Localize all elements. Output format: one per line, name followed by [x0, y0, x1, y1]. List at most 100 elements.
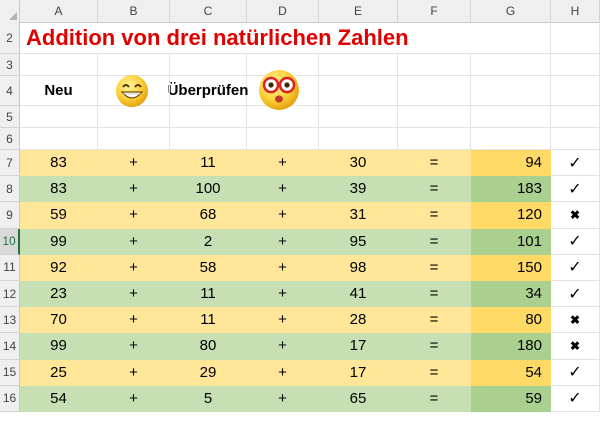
second-addend-cell[interactable]: 29 — [170, 359, 247, 386]
cell[interactable] — [247, 70, 319, 110]
cell[interactable] — [398, 106, 471, 128]
result-mark-icon[interactable]: ✓ — [551, 359, 600, 386]
plus-sign-cell[interactable]: + — [98, 150, 170, 177]
plus-sign-cell[interactable]: + — [98, 176, 170, 203]
cell[interactable] — [98, 106, 170, 128]
row-header[interactable]: 15 — [0, 359, 20, 386]
result-cell[interactable]: 120 — [471, 202, 551, 229]
cell[interactable] — [170, 128, 247, 150]
cell[interactable] — [319, 106, 398, 128]
first-addend-cell[interactable]: 83 — [20, 150, 98, 177]
plus-sign-cell[interactable]: + — [98, 228, 170, 255]
cell[interactable] — [319, 76, 398, 106]
second-addend-cell[interactable]: 68 — [170, 202, 247, 229]
row-header[interactable]: 10 — [0, 228, 20, 255]
third-addend-cell[interactable]: 31 — [319, 202, 398, 229]
row-header[interactable]: 6 — [0, 128, 20, 150]
plus-sign-cell[interactable]: + — [98, 385, 170, 412]
result-mark-icon[interactable]: ✓ — [551, 280, 600, 308]
plus-sign-cell[interactable]: + — [98, 333, 170, 360]
first-addend-cell[interactable]: 23 — [20, 280, 98, 308]
second-addend-cell[interactable]: 11 — [170, 280, 247, 308]
cell[interactable] — [20, 128, 98, 150]
third-addend-cell[interactable]: 28 — [319, 307, 398, 334]
row-header[interactable]: 13 — [0, 307, 20, 334]
plus-sign-cell[interactable]: + — [247, 280, 319, 308]
second-addend-cell[interactable]: 80 — [170, 333, 247, 360]
cell[interactable] — [398, 54, 471, 76]
equals-sign-cell[interactable]: = — [398, 202, 471, 229]
grinning-face-icon[interactable] — [114, 73, 150, 109]
plus-sign-cell[interactable]: + — [98, 359, 170, 386]
cell[interactable] — [247, 106, 319, 128]
cell[interactable] — [551, 54, 600, 76]
row-header[interactable]: 14 — [0, 333, 20, 360]
result-cell[interactable]: 183 — [471, 176, 551, 203]
cell[interactable] — [20, 54, 98, 76]
cell[interactable] — [471, 54, 551, 76]
plus-sign-cell[interactable]: + — [247, 150, 319, 177]
result-cell[interactable]: 150 — [471, 254, 551, 281]
third-addend-cell[interactable]: 41 — [319, 280, 398, 308]
cell[interactable] — [398, 76, 471, 106]
equals-sign-cell[interactable]: = — [398, 333, 471, 360]
third-addend-cell[interactable]: 17 — [319, 333, 398, 360]
cell[interactable] — [319, 54, 398, 76]
equals-sign-cell[interactable]: = — [398, 385, 471, 412]
equals-sign-cell[interactable]: = — [398, 254, 471, 281]
column-header-a[interactable]: A — [20, 0, 98, 22]
first-addend-cell[interactable]: 99 — [20, 228, 98, 255]
result-mark-icon[interactable]: ✓ — [551, 385, 600, 412]
result-cell[interactable]: 94 — [471, 150, 551, 177]
plus-sign-cell[interactable]: + — [247, 254, 319, 281]
row-header[interactable]: 4 — [0, 76, 20, 106]
column-header-e[interactable]: E — [319, 0, 398, 22]
first-addend-cell[interactable]: 54 — [20, 385, 98, 412]
equals-sign-cell[interactable]: = — [398, 228, 471, 255]
row-header[interactable]: 2 — [0, 22, 20, 54]
cell[interactable] — [471, 106, 551, 128]
plus-sign-cell[interactable]: + — [247, 359, 319, 386]
cell[interactable] — [398, 128, 471, 150]
cell[interactable] — [247, 128, 319, 150]
first-addend-cell[interactable]: 59 — [20, 202, 98, 229]
result-cell[interactable]: 101 — [471, 228, 551, 255]
cell[interactable] — [551, 76, 600, 106]
equals-sign-cell[interactable]: = — [398, 176, 471, 203]
third-addend-cell[interactable]: 30 — [319, 150, 398, 177]
column-header-g[interactable]: G — [471, 0, 551, 22]
row-header[interactable]: 3 — [0, 54, 20, 76]
row-header[interactable]: 16 — [0, 385, 20, 412]
second-addend-cell[interactable]: 2 — [170, 228, 247, 255]
plus-sign-cell[interactable]: + — [247, 202, 319, 229]
plus-sign-cell[interactable]: + — [98, 307, 170, 334]
result-cell[interactable]: 80 — [471, 307, 551, 334]
cell[interactable] — [170, 106, 247, 128]
plus-sign-cell[interactable]: + — [247, 307, 319, 334]
first-addend-cell[interactable]: 83 — [20, 176, 98, 203]
plus-sign-cell[interactable]: + — [98, 202, 170, 229]
result-cell[interactable]: 180 — [471, 333, 551, 360]
cell[interactable] — [551, 22, 600, 54]
cell[interactable] — [471, 128, 551, 150]
column-header-b[interactable]: B — [98, 0, 170, 22]
result-mark-icon[interactable]: ✖ — [551, 307, 600, 334]
plus-sign-cell[interactable]: + — [247, 176, 319, 203]
equals-sign-cell[interactable]: = — [398, 359, 471, 386]
nerd-face-with-glasses-icon[interactable] — [257, 68, 301, 112]
new-label[interactable]: Neu — [20, 76, 98, 106]
second-addend-cell[interactable]: 11 — [170, 307, 247, 334]
plus-sign-cell[interactable]: + — [247, 333, 319, 360]
second-addend-cell[interactable]: 100 — [170, 176, 247, 203]
result-cell[interactable]: 59 — [471, 385, 551, 412]
row-header[interactable]: 8 — [0, 176, 20, 203]
column-header-f[interactable]: F — [398, 0, 471, 22]
result-mark-icon[interactable]: ✖ — [551, 202, 600, 229]
row-header[interactable]: 5 — [0, 106, 20, 128]
third-addend-cell[interactable]: 65 — [319, 385, 398, 412]
cell[interactable] — [98, 128, 170, 150]
cell[interactable] — [170, 54, 247, 76]
result-mark-icon[interactable]: ✖ — [551, 333, 600, 360]
result-mark-icon[interactable]: ✓ — [551, 150, 600, 177]
cell[interactable] — [319, 128, 398, 150]
